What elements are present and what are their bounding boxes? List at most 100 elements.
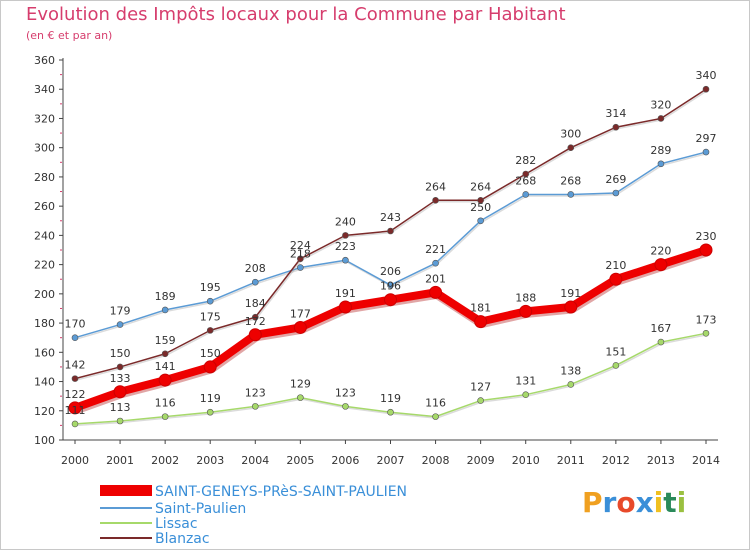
data-point	[387, 281, 394, 289]
x-tick-label: 2013	[647, 454, 675, 467]
data-label: 269	[605, 173, 626, 186]
chart-title: Evolution des Impôts locaux pour la Comm…	[26, 4, 566, 25]
data-point	[251, 403, 259, 410]
data-label: 243	[380, 211, 401, 224]
data-point	[477, 197, 484, 204]
data-label: 314	[605, 107, 626, 120]
data-label: 138	[560, 364, 581, 377]
x-tick-label: 2005	[286, 454, 314, 467]
data-label: 188	[515, 291, 536, 304]
data-label: 240	[335, 215, 356, 228]
data-point	[248, 328, 262, 342]
data-label: 208	[245, 262, 266, 275]
y-tick-label: 200	[34, 288, 55, 301]
data-label: 282	[515, 154, 536, 167]
x-tick-label: 2009	[467, 454, 495, 467]
data-label: 221	[425, 243, 446, 256]
data-point	[702, 330, 710, 337]
data-label: 201	[425, 272, 446, 285]
legend-swatch	[100, 485, 152, 496]
data-label: 196	[380, 280, 401, 293]
data-point	[71, 375, 79, 382]
x-tick-label: 2003	[196, 454, 224, 467]
y-tick-label: 300	[34, 142, 55, 155]
data-point	[522, 391, 530, 398]
data-point	[116, 363, 124, 371]
series-2	[71, 330, 710, 428]
data-point	[297, 264, 304, 271]
x-tick-label: 2004	[241, 454, 269, 467]
data-point	[522, 170, 530, 178]
legend-label: Saint-Paulien	[155, 501, 246, 517]
y-tick-label: 280	[34, 171, 55, 184]
data-point	[609, 272, 623, 286]
data-label: 340	[696, 69, 717, 82]
data-point	[429, 285, 443, 299]
data-point	[474, 315, 488, 329]
data-label: 173	[696, 313, 717, 326]
legend-entry: Saint-Paulien	[100, 501, 246, 517]
y-tick-label: 120	[34, 405, 55, 418]
data-label: 224	[290, 239, 311, 252]
x-tick-label: 2012	[602, 454, 630, 467]
data-label: 250	[470, 201, 491, 214]
x-tick-label: 2014	[692, 454, 720, 467]
data-point	[564, 300, 578, 314]
x-tick-label: 2011	[557, 454, 585, 467]
data-label: 116	[155, 397, 176, 410]
data-label: 264	[470, 180, 491, 193]
data-point	[612, 362, 620, 369]
x-tick-label: 2008	[422, 454, 450, 467]
y-tick-label: 160	[34, 346, 55, 359]
data-label: 184	[245, 297, 266, 310]
data-point	[432, 259, 439, 267]
data-point	[477, 217, 484, 225]
data-point	[387, 408, 394, 416]
series-3	[71, 85, 710, 382]
data-point	[71, 334, 79, 341]
data-label: 210	[605, 259, 626, 272]
data-label: 119	[380, 392, 401, 405]
data-point	[477, 397, 484, 404]
data-point	[432, 197, 439, 204]
data-point	[657, 338, 665, 346]
data-label: 119	[200, 392, 221, 405]
data-label: 223	[335, 240, 356, 253]
data-label: 111	[65, 404, 86, 417]
proxiti-logo: Proxiti	[582, 486, 687, 519]
x-tick-label: 2006	[331, 454, 359, 467]
x-tick-label: 2007	[377, 454, 405, 467]
data-label: 191	[335, 287, 356, 300]
data-point	[293, 320, 307, 334]
data-point	[567, 144, 575, 151]
data-label: 191	[560, 287, 581, 300]
data-point	[338, 300, 352, 314]
y-tick-label: 100	[34, 434, 55, 447]
data-point	[654, 258, 668, 272]
data-label: 268	[560, 174, 581, 187]
data-point	[116, 321, 124, 328]
data-label: 116	[425, 397, 446, 410]
data-label: 175	[200, 310, 221, 323]
y-tick-label: 220	[34, 259, 55, 272]
data-point	[206, 408, 214, 416]
data-point	[68, 401, 82, 415]
legend-entry: Lissac	[100, 516, 198, 532]
data-point	[251, 313, 259, 321]
data-point	[522, 191, 530, 198]
data-label: 177	[290, 307, 311, 320]
data-point	[297, 255, 304, 263]
data-label: 218	[290, 248, 311, 261]
data-point	[71, 420, 79, 428]
data-label: 150	[200, 347, 221, 360]
data-label: 179	[110, 305, 131, 318]
data-point	[206, 327, 214, 334]
data-label: 195	[200, 281, 221, 294]
data-point	[251, 278, 259, 286]
data-label: 131	[515, 375, 536, 388]
data-point	[206, 297, 214, 305]
data-point	[657, 115, 665, 122]
data-label: 300	[560, 128, 581, 141]
data-label: 230	[696, 230, 717, 243]
